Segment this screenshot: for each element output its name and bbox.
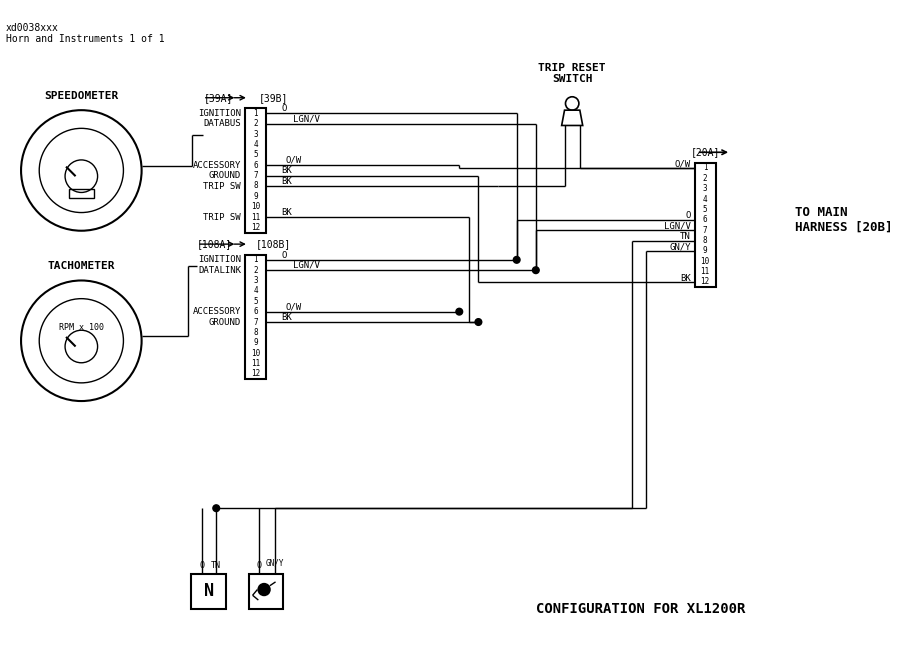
Text: 8: 8 — [253, 328, 257, 337]
Text: BK: BK — [281, 166, 292, 175]
Text: RPM x 100: RPM x 100 — [59, 323, 104, 332]
Bar — [69, 189, 94, 198]
Text: GN/Y: GN/Y — [668, 243, 690, 252]
Text: ACCESSORY
GROUND: ACCESSORY GROUND — [192, 307, 241, 327]
Bar — [191, 574, 226, 609]
Text: [20A]: [20A] — [690, 147, 719, 157]
Text: 6: 6 — [253, 307, 257, 316]
Text: 4: 4 — [703, 195, 707, 203]
Text: xd0038xxx: xd0038xxx — [5, 23, 59, 33]
Text: 10: 10 — [250, 349, 260, 358]
Text: 1: 1 — [253, 256, 257, 264]
Text: Horn and Instruments 1 of 1: Horn and Instruments 1 of 1 — [5, 34, 164, 44]
Text: [39B]: [39B] — [258, 93, 288, 103]
Text: 1: 1 — [253, 109, 257, 118]
Bar — [248, 574, 283, 609]
Text: O/W: O/W — [284, 156, 301, 165]
Text: O/W: O/W — [284, 303, 301, 311]
Text: TN: TN — [679, 232, 690, 241]
Text: N: N — [203, 582, 213, 601]
Text: GN/Y: GN/Y — [265, 558, 284, 568]
Text: 10: 10 — [700, 257, 709, 266]
Bar — [245, 108, 265, 233]
Text: BK: BK — [281, 208, 292, 217]
Text: 8: 8 — [703, 236, 707, 245]
Text: 3: 3 — [253, 276, 257, 285]
Text: 6: 6 — [253, 161, 257, 170]
Text: 11: 11 — [250, 213, 260, 221]
Text: TO MAIN
HARNESS [20B]: TO MAIN HARNESS [20B] — [795, 206, 891, 234]
Text: 2: 2 — [253, 266, 257, 274]
Text: [108B]: [108B] — [256, 239, 291, 249]
Text: 11: 11 — [250, 359, 260, 368]
Text: O: O — [200, 562, 204, 570]
Text: LGN/V: LGN/V — [293, 261, 320, 270]
Text: 12: 12 — [250, 223, 260, 232]
Text: 2: 2 — [253, 119, 257, 128]
Text: BK: BK — [281, 176, 292, 186]
Text: TN: TN — [211, 562, 221, 570]
Text: SPEEDOMETER: SPEEDOMETER — [44, 91, 118, 101]
Text: IGNITION
DATALINK: IGNITION DATALINK — [198, 255, 241, 274]
Text: 7: 7 — [253, 171, 257, 180]
Bar — [694, 163, 715, 287]
Text: ACCESSORY
GROUND
TRIP SW: ACCESSORY GROUND TRIP SW — [192, 161, 241, 191]
Text: O: O — [281, 104, 286, 113]
Circle shape — [455, 308, 462, 315]
Circle shape — [513, 256, 519, 263]
Text: [39A]: [39A] — [203, 93, 233, 103]
Text: O: O — [281, 250, 286, 260]
Text: O/W: O/W — [674, 160, 690, 168]
Text: 5: 5 — [703, 205, 707, 214]
Text: 6: 6 — [703, 215, 707, 224]
Text: 3: 3 — [703, 185, 707, 193]
Circle shape — [257, 583, 271, 597]
Text: O: O — [256, 562, 262, 570]
Circle shape — [475, 319, 481, 325]
Text: 11: 11 — [700, 267, 709, 276]
Text: 7: 7 — [703, 225, 707, 235]
Text: 4: 4 — [253, 140, 257, 149]
Text: 5: 5 — [253, 150, 257, 160]
Text: LGN/V: LGN/V — [293, 115, 320, 123]
Bar — [245, 255, 265, 379]
Text: [108A]: [108A] — [197, 239, 232, 249]
Text: BK: BK — [679, 274, 690, 282]
Circle shape — [213, 505, 219, 511]
Text: BK: BK — [281, 313, 292, 321]
Text: CONFIGURATION FOR XL1200R: CONFIGURATION FOR XL1200R — [535, 602, 745, 616]
Circle shape — [532, 267, 538, 274]
Text: 9: 9 — [703, 246, 707, 256]
Text: 3: 3 — [253, 130, 257, 139]
Text: TRIP SW: TRIP SW — [203, 213, 241, 221]
Text: 4: 4 — [253, 287, 257, 295]
Text: 2: 2 — [703, 174, 707, 183]
Text: 1: 1 — [703, 164, 707, 172]
Text: 8: 8 — [253, 181, 257, 191]
Text: TACHOMETER: TACHOMETER — [48, 261, 115, 271]
Text: 12: 12 — [250, 369, 260, 378]
Text: 7: 7 — [253, 317, 257, 327]
Text: 5: 5 — [253, 297, 257, 306]
Text: 12: 12 — [700, 278, 709, 287]
Text: TRIP RESET
SWITCH: TRIP RESET SWITCH — [538, 62, 605, 85]
Text: LGN/V: LGN/V — [663, 222, 690, 231]
Text: 9: 9 — [253, 338, 257, 348]
Text: O: O — [684, 211, 690, 221]
Text: 10: 10 — [250, 202, 260, 211]
Text: 9: 9 — [253, 192, 257, 201]
Text: IGNITION
DATABUS: IGNITION DATABUS — [198, 109, 241, 128]
